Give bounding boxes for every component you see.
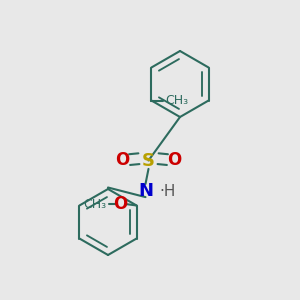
Text: O: O — [115, 151, 130, 169]
Text: O: O — [167, 151, 182, 169]
Text: CH₃: CH₃ — [83, 197, 106, 211]
Text: ·H: ·H — [159, 184, 175, 199]
Text: N: N — [138, 182, 153, 200]
Text: O: O — [113, 195, 127, 213]
Text: CH₃: CH₃ — [165, 94, 188, 107]
Text: S: S — [142, 152, 155, 169]
